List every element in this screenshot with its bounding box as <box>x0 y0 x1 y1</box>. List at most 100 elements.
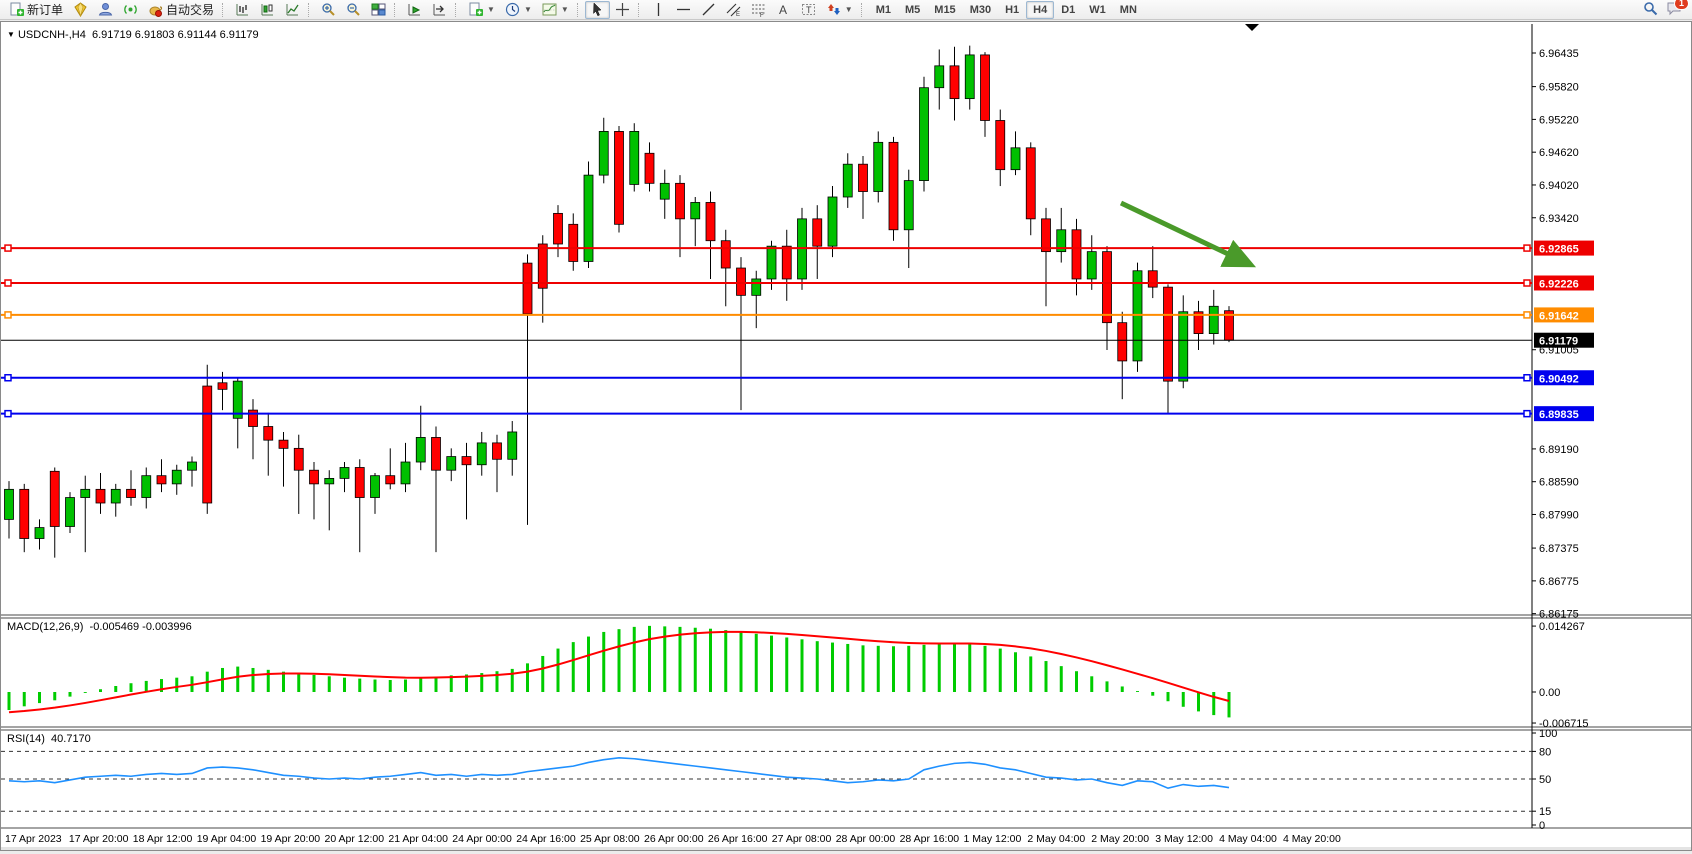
line-handle[interactable] <box>4 374 12 382</box>
candlestick-chart-icon <box>260 2 275 17</box>
candle-body <box>781 245 792 280</box>
svg-text:100: 100 <box>1539 728 1557 740</box>
line-chart-mode-button[interactable] <box>280 1 305 19</box>
macd-signal-value: -0.003996 <box>142 621 192 633</box>
arrows-stamp-icon <box>826 2 841 17</box>
chart-window: ▼ USDCNH-,H4 6.91719 6.91803 6.91144 6.9… <box>0 21 1692 851</box>
candle-body <box>324 478 335 485</box>
timeframe-button-D1[interactable]: D1 <box>1061 3 1076 16</box>
svg-text:80: 80 <box>1539 746 1551 758</box>
chart-title: ▼ USDCNH-,H4 6.91719 6.91803 6.91144 6.9… <box>7 29 259 41</box>
line-handle[interactable] <box>1523 374 1531 382</box>
zoom-in-icon <box>321 2 336 17</box>
candle-body <box>476 442 487 466</box>
line-handle[interactable] <box>4 244 12 252</box>
timeframe-button-M5[interactable]: M5 <box>905 3 921 16</box>
time-axis: 17 Apr 2023 17 Apr 20:00 18 Apr 12:00 19 Ap… <box>5 833 1341 845</box>
candle-body <box>263 426 274 441</box>
rsi-name: RSI(14) <box>7 733 45 745</box>
horizontal-line-tool-button[interactable] <box>671 1 696 19</box>
zoom-out-button[interactable] <box>341 1 366 19</box>
market-depth-button[interactable] <box>68 1 93 19</box>
line-handle[interactable] <box>1523 409 1531 418</box>
community-button[interactable] <box>93 1 118 19</box>
zoom-in-button[interactable] <box>316 1 341 19</box>
candle-body <box>1208 305 1219 335</box>
cursor-arrow-icon <box>590 2 605 17</box>
collapse-triangle-icon[interactable]: ▼ <box>7 30 15 39</box>
timeframe-button-W1[interactable]: W1 <box>1089 3 1106 16</box>
timeframe-button-MN[interactable]: MN <box>1119 3 1137 16</box>
line-handle[interactable] <box>4 409 12 418</box>
gold-diamond-icon <box>73 2 88 17</box>
text-tool-button[interactable]: A <box>771 1 796 19</box>
candle-body <box>629 131 640 185</box>
candle-body <box>431 437 441 471</box>
candle-body <box>232 380 243 419</box>
timeframe-button-H1[interactable]: H1 <box>1005 3 1020 16</box>
trendline-tool-button[interactable] <box>696 1 721 19</box>
candle-body <box>568 223 579 262</box>
search-icon[interactable] <box>1643 1 1658 19</box>
macd-signal-line <box>8 630 1230 714</box>
line-handle[interactable] <box>1523 279 1531 287</box>
candle-body <box>812 218 823 247</box>
svg-text:6.92865: 6.92865 <box>1539 244 1579 256</box>
svg-text:A: A <box>779 3 787 17</box>
candle-body <box>827 196 838 247</box>
svg-text:6.86175: 6.86175 <box>1539 609 1579 621</box>
chart-canvas[interactable]: 6.96435 6.95820 6.95220 6.94620 6.94020 6.934… <box>1 22 1691 849</box>
tile-windows-button[interactable] <box>366 1 391 19</box>
timeframe-button-M15[interactable]: M15 <box>934 3 956 16</box>
toolbar-separator <box>222 2 227 17</box>
crosshair-tool-button[interactable] <box>610 1 635 19</box>
candle-body <box>293 447 304 471</box>
candle-body <box>248 409 258 427</box>
line-handle[interactable] <box>4 279 12 287</box>
chart-shift-marker[interactable] <box>1245 24 1259 31</box>
fibonacci-tool-button[interactable]: F <box>746 1 771 19</box>
price-badge: 6.90492 <box>1534 370 1594 386</box>
signals-button[interactable] <box>118 1 143 19</box>
candle-body <box>1178 311 1189 382</box>
chart-shift-button[interactable] <box>427 1 452 19</box>
line-handle[interactable] <box>1523 244 1531 252</box>
svg-text:27 Apr 08:00: 27 Apr 08:00 <box>772 833 832 845</box>
periods-button[interactable]: ▼ <box>500 1 537 19</box>
chat-icon[interactable]: 1 <box>1666 0 1689 19</box>
candle-body <box>461 456 472 466</box>
candle-body <box>690 202 701 220</box>
cursor-tool-button[interactable] <box>584 0 610 19</box>
timeframe-button-M30[interactable]: M30 <box>969 3 992 16</box>
svg-text:6.95820: 6.95820 <box>1539 82 1579 94</box>
auto-scroll-button[interactable] <box>402 1 427 19</box>
svg-text:15: 15 <box>1539 806 1551 818</box>
svg-text:17 Apr 20:00: 17 Apr 20:00 <box>69 833 129 845</box>
candle-body <box>19 488 30 539</box>
timeframe-button-M1[interactable]: M1 <box>875 3 891 16</box>
symbol-name: USDCNH-,H4 <box>17 29 86 41</box>
main-toolbar: 新订单 自动交易 <box>0 0 1692 20</box>
rsi-line <box>8 757 1230 790</box>
candle-body <box>583 174 594 262</box>
new-chart-button[interactable]: ▼ <box>463 1 500 19</box>
templates-button[interactable]: ▼ <box>537 1 574 19</box>
svg-text:28 Apr 16:00: 28 Apr 16:00 <box>900 833 960 845</box>
timeframe-button-H4[interactable]: H4 <box>1026 0 1055 19</box>
svg-text:4 May 04:00: 4 May 04:00 <box>1219 833 1277 845</box>
svg-text:0: 0 <box>1539 820 1545 832</box>
vertical-line-tool-button[interactable] <box>646 1 671 19</box>
line-handle[interactable] <box>4 311 12 319</box>
line-handle[interactable] <box>1523 311 1531 319</box>
text-label-tool-button[interactable]: T <box>796 1 821 19</box>
candle-chart-mode-button[interactable] <box>255 1 280 19</box>
bar-chart-mode-button[interactable] <box>230 1 255 19</box>
arrows-tool-button[interactable]: ▼ <box>821 1 858 19</box>
auto-trading-button[interactable]: 自动交易 <box>143 1 219 19</box>
chat-badge: 1 <box>1673 0 1689 10</box>
channel-tool-button[interactable]: E <box>721 1 746 19</box>
candle-body <box>1071 229 1082 280</box>
annotation-arrow[interactable] <box>1119 200 1257 268</box>
candle-body <box>1025 147 1036 220</box>
new-order-button[interactable]: 新订单 <box>4 1 68 19</box>
